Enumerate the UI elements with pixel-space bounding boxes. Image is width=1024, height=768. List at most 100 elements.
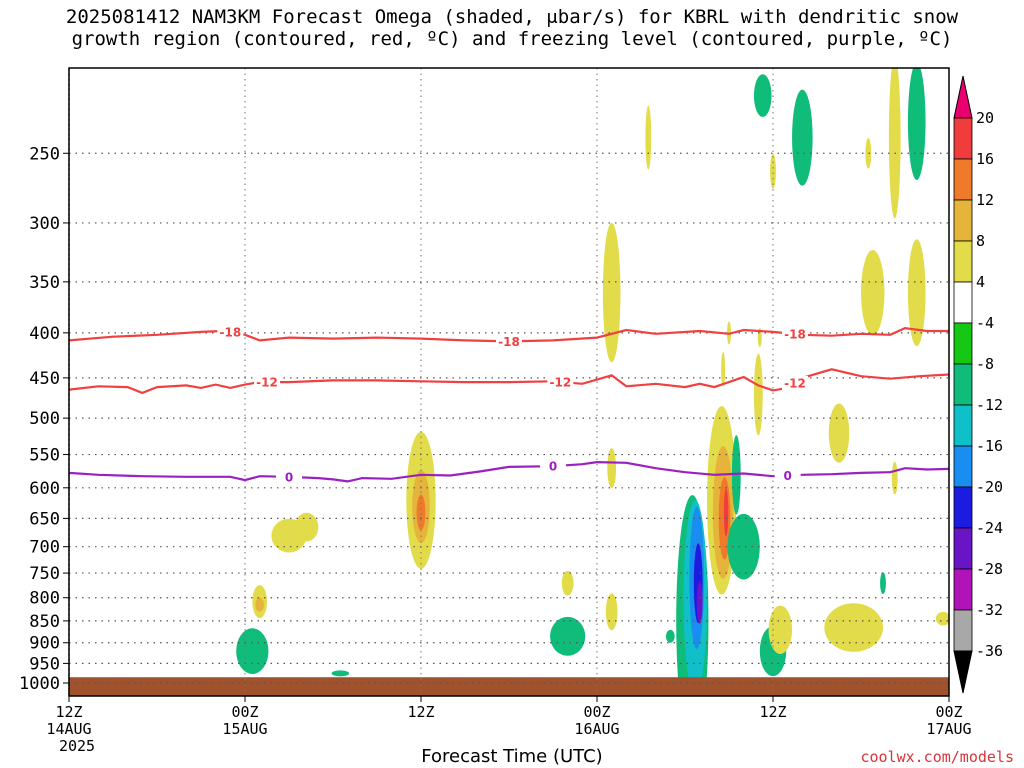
x-tick-label: 12Z	[55, 703, 82, 721]
y-tick-label: 450	[29, 369, 60, 389]
y-tick-label: 400	[29, 324, 60, 344]
ground-fill	[69, 677, 949, 696]
x-tick-label: 12Z	[407, 703, 434, 721]
colorbar-label: 4	[976, 273, 985, 291]
omega-shade-region	[561, 570, 574, 596]
omega-shade-region	[271, 518, 307, 553]
contour-label-bg	[782, 375, 808, 390]
contour-label-bg	[217, 325, 244, 340]
omega-shade-region	[824, 603, 884, 652]
omega-shade-region	[645, 105, 652, 170]
omega-shade-region	[828, 403, 850, 463]
contour-label: -12	[549, 375, 571, 389]
colorbar-band	[953, 322, 973, 365]
y-tick-label: 650	[29, 509, 60, 529]
omega-shade-region	[768, 605, 793, 654]
colorbar: 20 16 12 8 4 -4 -8 -12 -16 -20 -24 -28 -32 -36	[953, 75, 1003, 694]
colorbar-band	[953, 281, 973, 324]
y-tick-label: 750	[29, 564, 60, 584]
omega-shade-region	[665, 629, 675, 643]
omega-shade-region	[605, 593, 618, 631]
contour-label-bg	[276, 469, 302, 484]
colorbar-band	[953, 609, 973, 652]
colorbar-band	[953, 486, 973, 529]
omega-shade-region	[416, 494, 426, 531]
y-tick-label: 600	[29, 479, 60, 499]
omega-shade-region	[602, 222, 621, 363]
colorbar-band	[953, 363, 973, 406]
contour-lines: -18 -18 -18 -12 -12 -12 0 0 0	[69, 325, 949, 484]
omega-shade-region	[792, 89, 813, 186]
colorbar-label: -4	[976, 314, 994, 332]
y-tick-label: 950	[29, 654, 60, 674]
contour-label-bg	[774, 468, 801, 483]
omega-shade-region	[753, 353, 763, 436]
y-axis-ticks: 2503003504004505005506006507007508008509…	[19, 144, 69, 694]
omega-shade-region	[255, 597, 265, 612]
colorbar-band	[953, 568, 973, 611]
contour-label-bg	[496, 334, 522, 349]
y-tick-label: 350	[29, 273, 60, 293]
colorbar-label: 20	[976, 109, 994, 127]
colorbar-label: 16	[976, 150, 994, 168]
omega-shade-region	[891, 461, 898, 495]
omega-shade-region	[331, 670, 350, 677]
contour-label-bg	[254, 375, 280, 390]
contour-label: 0	[783, 469, 791, 483]
colorbar-top-triangle	[953, 75, 973, 119]
omega-shade-region	[935, 611, 949, 626]
contour-label-bg	[547, 374, 574, 389]
contour-label: -18	[784, 328, 806, 342]
x-tick-label: 16AUG	[574, 720, 619, 738]
contour-label: 0	[549, 460, 557, 474]
colorbar-label: 12	[976, 191, 994, 209]
colorbar-label: -24	[976, 519, 1003, 537]
omega-shade-region	[865, 137, 872, 169]
y-tick-label: 850	[29, 612, 60, 632]
y-tick-label: 900	[29, 634, 60, 654]
colorbar-bottom-triangle	[953, 650, 973, 694]
colorbar-band	[953, 240, 973, 283]
colorbar-band	[953, 404, 973, 447]
colorbar-band	[953, 158, 973, 201]
contour-label: -12	[256, 376, 278, 390]
x-tick-label: 12Z	[759, 703, 786, 721]
x-tick-label: 2025	[59, 737, 95, 755]
y-tick-label: 550	[29, 446, 60, 466]
colorbar-label: -8	[976, 355, 994, 373]
colorbar-band	[953, 445, 973, 488]
chart-title-line2: growth region (contoured, red, ºC) and f…	[71, 28, 953, 50]
omega-shade-region	[696, 581, 703, 624]
x-tick-label: 15AUG	[222, 720, 267, 738]
y-tick-label: 250	[29, 144, 60, 164]
omega-shade-region	[888, 68, 901, 219]
shaded-regions	[69, 68, 949, 696]
colorbar-band	[953, 199, 973, 242]
omega-shade-region	[727, 513, 760, 580]
x-tick-label: 17AUG	[926, 720, 971, 738]
chart-title-line1: 2025081412 NAM3KM Forecast Omega (shaded…	[65, 6, 959, 28]
colorbar-label: -28	[976, 560, 1003, 578]
contour-label: -12	[784, 376, 806, 390]
contour-label: 0	[285, 470, 293, 484]
y-tick-label: 700	[29, 538, 60, 558]
x-tick-label: 00Z	[583, 703, 610, 721]
omega-shade-region	[607, 448, 617, 489]
colorbar-label: -12	[976, 396, 1003, 414]
colorbar-label: -32	[976, 601, 1003, 619]
colorbar-band	[953, 117, 973, 160]
colorbar-label: -20	[976, 478, 1003, 496]
x-tick-label: 00Z	[231, 703, 258, 721]
omega-shade-region	[723, 488, 729, 537]
omega-shade-region	[550, 616, 586, 656]
contour--12-line	[69, 368, 949, 395]
omega-shade-region	[861, 249, 885, 336]
chart-title: 2025081412 NAM3KM Forecast Omega (shaded…	[0, 6, 1024, 50]
omega-shade-region	[721, 351, 726, 387]
colorbar-band	[953, 527, 973, 570]
omega-shade-region	[907, 239, 926, 347]
x-axis-label: Forecast Time (UTC)	[421, 746, 603, 767]
contour-label-bg	[540, 459, 566, 474]
